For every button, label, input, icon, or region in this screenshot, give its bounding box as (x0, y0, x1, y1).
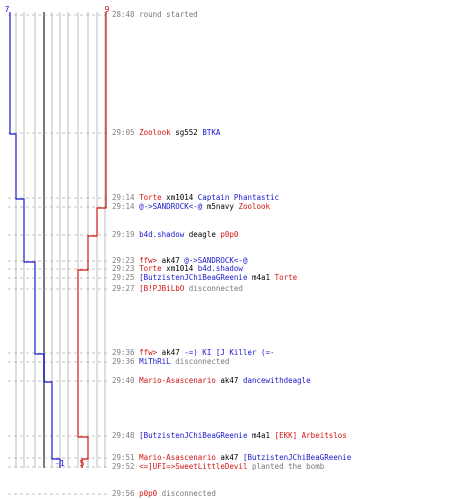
event-text: MiThRiL (139, 357, 171, 366)
event-text: Torte (274, 273, 298, 282)
event-text: b4d.shadow (139, 230, 185, 239)
event-time: 28:48 (112, 10, 140, 19)
event-text: [ButzistenJChiBeaGReenie (139, 273, 248, 282)
event-time: 29:19 (112, 230, 140, 239)
event-row: 29:52 <=]UFI=>SweetLittleDevil planted t… (112, 462, 324, 471)
event-row: 29:14 @->SANDROCK<-@ m5navy Zoolook (112, 202, 270, 211)
event-time: 29:23 (112, 264, 140, 273)
event-text: @->SANDROCK<-@ (184, 256, 248, 265)
event-text: <=]UFI=>SweetLittleDevil (139, 462, 248, 471)
event-row: 29:48 [ButzistenJChiBeaGReenie m4a1 [EKK… (112, 431, 347, 440)
event-text: disconnected (184, 284, 243, 293)
ct-score-line (9, 12, 61, 468)
event-row: 29:40 Mario-Asascenario ak47 dancewithde… (112, 376, 311, 385)
event-text: xm1014 (161, 193, 198, 202)
event-text: p0p0 (139, 489, 158, 498)
event-text: [B!PJBiLbO (139, 284, 185, 293)
event-time: 29:51 (112, 453, 140, 462)
event-text: Captain Phantastic (197, 193, 280, 202)
event-text: @->SANDROCK<-@ (139, 202, 203, 211)
event-time: 29:25 (112, 273, 140, 282)
event-row: 29:23 ffw> ak47 @->SANDROCK<-@ (112, 256, 247, 265)
event-text: m4a1 (247, 273, 275, 282)
event-text: ffw> (139, 256, 158, 265)
event-row: 29:27 [B!PJBiLbO disconnected (112, 284, 243, 293)
event-text: [EKK] Arbeitslos (274, 431, 347, 440)
event-text: round started (139, 10, 198, 19)
ct-start-score: 7 (5, 5, 10, 14)
event-text: ak47 (215, 376, 243, 385)
event-text: -=) KI [J Killer (=- (184, 348, 275, 357)
event-row: 29:36 MiThRiL disconnected (112, 357, 229, 366)
event-time: 29:23 (112, 256, 140, 265)
event-text: dancewithdeagle (242, 376, 311, 385)
event-text: Torte (139, 264, 162, 273)
event-time: 29:05 (112, 128, 140, 137)
event-text: b4d.shadow (197, 264, 243, 273)
event-text: ak47 (215, 453, 243, 462)
event-row: 29:05 Zoolook sg552 BTKA (112, 128, 220, 137)
event-row: 29:36 ffw> ak47 -=) KI [J Killer (=- (112, 348, 275, 357)
event-time: 29:14 (112, 193, 140, 202)
event-row: 29:19 b4d.shadow deagle p0p0 (112, 230, 238, 239)
event-text: ffw> (139, 348, 158, 357)
event-text: Zoolook (139, 128, 171, 137)
event-row: 29:56 p0p0 disconnected (112, 489, 216, 498)
event-text: [ButzistenJChiBeaGReenie (139, 431, 248, 440)
event-time: 29:36 (112, 348, 140, 357)
event-text: planted the bomb (247, 462, 325, 471)
t-score-line (77, 12, 107, 468)
event-text: ak47 (157, 256, 185, 265)
event-text: m5navy (202, 202, 239, 211)
ct-end-score: -1 (55, 459, 65, 468)
event-text: [ButzistenJChiBeaGReenie (242, 453, 352, 462)
event-text: Mario-Asascenario (139, 453, 216, 462)
event-text: ak47 (157, 348, 185, 357)
event-text: disconnected (170, 357, 230, 366)
event-time: 29:14 (112, 202, 140, 211)
event-time: 29:36 (112, 357, 140, 366)
event-text: m4a1 (247, 431, 275, 440)
event-text: Zoolook (238, 202, 271, 211)
event-row: 29:23 Torte xm1014 b4d.shadow (112, 264, 243, 273)
event-row: 29:14 Torte xm1014 Captain Phantastic (112, 193, 279, 202)
event-time: 29:52 (112, 462, 140, 471)
event-row: 29:51 Mario-Asascenario ak47 [ButzistenJ… (112, 453, 351, 462)
event-text: BTKA (202, 128, 221, 137)
event-text: deagle (184, 230, 221, 239)
event-text: p0p0 (220, 230, 239, 239)
event-time: 29:48 (112, 431, 140, 440)
event-row: 28:48 round started (112, 10, 198, 19)
event-text: disconnected (157, 489, 216, 498)
event-time: 29:40 (112, 376, 140, 385)
t-end-score: 5 (80, 459, 85, 468)
event-text: Torte (139, 193, 162, 202)
event-time: 29:27 (112, 284, 140, 293)
event-time: 29:56 (112, 489, 140, 498)
event-text: xm1014 (161, 264, 198, 273)
event-row: 29:25 [ButzistenJChiBeaGReenie m4a1 Tort… (112, 273, 297, 282)
event-text: Mario-Asascenario (139, 376, 216, 385)
t-start-score: 9 (105, 5, 110, 14)
event-text: sg552 (170, 128, 203, 137)
